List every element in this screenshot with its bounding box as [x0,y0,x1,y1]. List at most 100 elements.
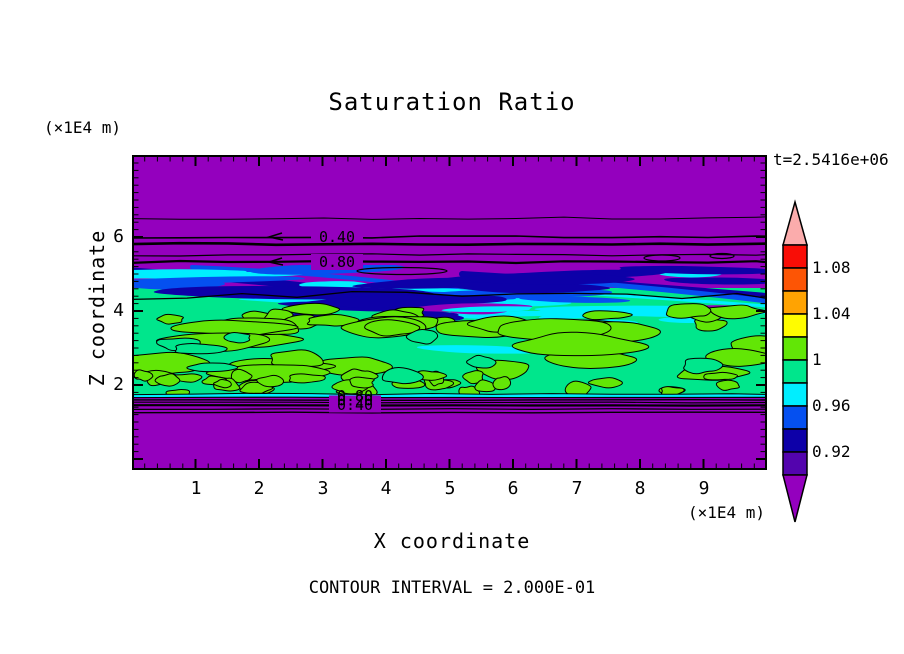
colorbar-label: 0.96 [812,396,851,415]
time-stamp: t=2.5416e+06 [773,150,889,169]
x-tick-label: 6 [507,478,519,499]
contour-label-bg [311,229,363,245]
turbulent-cell [462,370,484,385]
contour-loop [643,254,681,262]
colorbar-segment [782,290,808,315]
turbulent-cell [223,331,251,344]
colorbar-arrow-bottom [782,474,808,523]
contour-line [132,408,767,411]
contour-line [132,235,767,239]
colorbar-label: 1 [812,350,822,369]
turbulent-cell [405,328,439,345]
contour-loop [356,266,448,276]
y-tick-label: 4 [113,300,124,321]
x-tick-label: 5 [444,478,456,499]
turbulent-cell [213,379,232,389]
colorbar-segment [782,451,808,476]
colorbar-segment [782,336,808,361]
turbulent-cell [587,377,623,389]
turbulent-cell [186,362,239,373]
contour-line [132,396,767,399]
contour-label: 0.40 [337,396,373,414]
x-tick-label: 1 [190,478,202,499]
turbulent-cell [306,313,360,327]
x-tick-label: 8 [634,478,646,499]
streak-navy [619,265,767,275]
contour-line [132,401,767,404]
contour-line [132,216,767,220]
chart-title: Saturation Ratio [328,88,576,116]
contour-label: 0.80 [319,253,355,271]
axis-ticks [134,157,765,468]
turbulent-cell [156,313,184,325]
contour-label-bg [311,254,363,270]
turbulent-cell [230,368,253,384]
contour-line [132,398,767,401]
x-tick-label: 4 [380,478,392,499]
turbulent-cell [256,374,285,388]
colorbar-segment [782,267,808,292]
turbulent-cell [174,343,228,355]
streak-navy [664,277,767,285]
turbulent-cell [665,303,712,319]
contour-label: 0.40 [319,228,355,246]
turbulent-cell [705,348,767,367]
colorbar-segment [782,244,808,269]
x-tick-label: 7 [571,478,583,499]
contour-arrow [266,257,284,266]
contour-line [132,241,767,247]
contour-line [132,290,767,301]
turbulent-cell [364,319,421,337]
turbulent-cell [154,373,181,387]
contour-arrow [266,232,284,241]
contour-line [132,411,767,414]
x-tick-label: 3 [317,478,329,499]
contour-line [132,253,767,257]
y-tick-label: 6 [113,226,124,247]
contour-line [132,392,767,396]
streak-cyan [416,345,548,354]
colorbar [782,199,808,523]
contour-label: 0.20 [337,392,373,410]
contour-loop [709,252,735,260]
turbulent-cell [492,376,512,391]
contour-interval-note: CONTOUR INTERVAL = 2.000E-01 [308,578,596,598]
turbulent-cell [381,367,424,385]
colorbar-segment [782,359,808,384]
upper-purple-region [132,155,767,265]
y-tick-label: 2 [113,374,124,395]
colorbar-segment [782,405,808,430]
turbulent-cell [288,373,326,384]
streak-blue [519,296,631,303]
turbulent-cell [466,354,497,369]
contour-plot: 0.400.800.800.200.40 [132,155,767,470]
turbulent-cell [349,376,375,389]
x-axis-unit: (×1E4 m) [688,503,766,522]
cyan-strip [132,394,767,397]
turbulent-cell [281,302,340,316]
turbulent-cell [133,369,154,382]
plot-body: 0.400.800.800.200.40 [132,155,767,470]
turbulent-cell [683,357,724,375]
y-axis-unit: (×1E4 m) [44,118,122,137]
colorbar-segment [782,428,808,453]
contour-label-bg [329,395,381,413]
streak-cyan [441,306,533,313]
colorbar-arrow-top [782,199,808,246]
turbulent-cell [511,331,650,357]
colorbar-label: 0.92 [812,442,851,461]
x-tick-label: 2 [253,478,265,499]
turbulent-cell [582,310,633,321]
colorbar-label: 1.08 [812,258,851,277]
colorbar-label: 1.04 [812,304,851,323]
turbulent-cell [715,379,740,391]
turbulent-cell [703,371,738,381]
contour-line [132,259,767,265]
x-axis-label: X coordinate [373,529,531,553]
streak-navy [464,272,635,285]
colorbar-segment [782,313,808,338]
streak-navy [451,281,610,294]
turbulent-cell [474,379,496,393]
plot-border [132,155,767,470]
